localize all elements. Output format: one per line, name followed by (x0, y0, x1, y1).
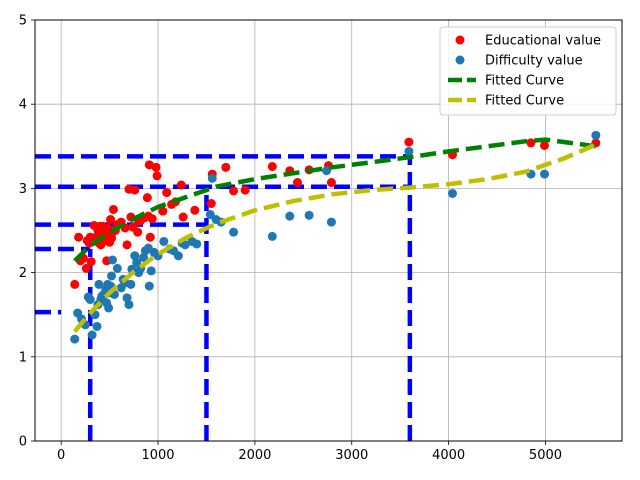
data-point (207, 173, 217, 183)
x-tick-label: 3000 (335, 448, 368, 463)
data-point (144, 160, 154, 170)
data-point (87, 330, 97, 340)
y-tick-label: 1 (19, 350, 27, 365)
x-tick-label: 5000 (529, 448, 562, 463)
plot-frame (34, 19, 623, 442)
data-point (267, 231, 277, 241)
legend-marker (455, 35, 465, 45)
y-tick-label: 4 (19, 98, 27, 113)
y-tick-label: 5 (19, 14, 27, 29)
legend: Educational value Difficulty value Fitted … (439, 26, 617, 116)
data-point (81, 263, 91, 273)
data-point (192, 239, 202, 249)
data-point (124, 300, 134, 310)
data-point (526, 138, 536, 148)
data-point (229, 186, 239, 196)
fitted-curve-line (72, 142, 597, 333)
data-point (70, 279, 80, 289)
data-point (106, 215, 116, 225)
legend-label: Fitted Curve (485, 74, 564, 89)
scatter-points (70, 130, 601, 344)
data-point (173, 251, 183, 261)
data-point (74, 232, 84, 242)
data-point (126, 279, 136, 289)
data-point (404, 137, 414, 147)
data-point (180, 240, 190, 250)
fitted-curve-line (73, 137, 597, 263)
data-point (146, 266, 156, 276)
y-tick-label: 0 (19, 435, 27, 450)
data-point (130, 185, 140, 195)
data-point (133, 227, 143, 237)
data-point (221, 162, 231, 172)
data-point (206, 199, 216, 209)
data-point (190, 205, 200, 215)
data-point (162, 188, 172, 198)
data-point (540, 140, 550, 150)
legend-box (439, 26, 617, 116)
x-tick-label: 1000 (141, 448, 174, 463)
data-point (158, 206, 168, 216)
data-point (108, 204, 118, 214)
legend-marker (455, 55, 465, 65)
data-point (326, 178, 336, 188)
data-point (322, 166, 332, 176)
data-point (152, 171, 162, 181)
data-point (145, 232, 155, 242)
data-point (205, 210, 215, 220)
x-tick-label: 4000 (432, 448, 465, 463)
data-point (404, 146, 414, 156)
data-point (147, 214, 157, 224)
data-point (151, 162, 161, 172)
data-point (159, 236, 169, 246)
x-axis: 0 1000 2000 3000 4000 5000 (57, 441, 562, 463)
data-point (229, 227, 239, 237)
data-point (293, 178, 303, 188)
x-tick-label: 0 (57, 448, 65, 463)
data-point (267, 162, 277, 172)
legend-label: Difficulty value (485, 54, 583, 69)
data-point (104, 303, 114, 313)
data-point (86, 257, 96, 267)
data-point (142, 193, 152, 203)
data-point (304, 210, 314, 220)
legend-label: Educational value (485, 34, 601, 49)
data-point (540, 169, 550, 179)
data-point (112, 263, 122, 273)
data-point (94, 279, 104, 289)
data-point (85, 295, 95, 305)
plot-area (35, 130, 601, 441)
fitted-curves (72, 137, 597, 333)
data-point (240, 185, 250, 195)
data-point (326, 217, 336, 227)
data-point (447, 188, 457, 198)
legend-label: Fitted Curve (485, 94, 564, 109)
y-tick-label: 2 (19, 266, 27, 281)
data-point (107, 271, 117, 281)
y-axis: 0 1 2 3 4 5 (19, 14, 35, 450)
x-tick-label: 2000 (238, 448, 271, 463)
data-point (122, 240, 132, 250)
data-point (92, 321, 102, 331)
data-point (178, 212, 188, 222)
data-point (591, 130, 601, 140)
data-point (176, 180, 186, 190)
data-point (144, 281, 154, 291)
y-tick-label: 3 (19, 182, 27, 197)
data-point (285, 211, 295, 221)
data-point (70, 334, 80, 344)
data-point (107, 255, 117, 265)
